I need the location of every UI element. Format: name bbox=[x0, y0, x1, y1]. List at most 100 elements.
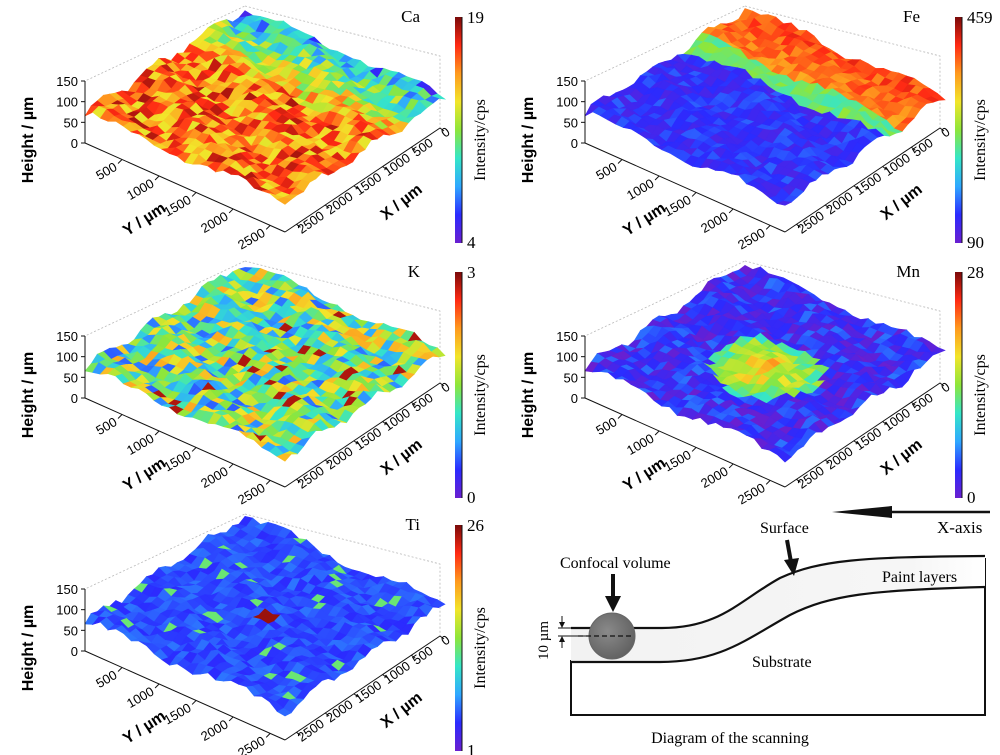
x-axis-label: X / µm bbox=[878, 181, 926, 224]
y-tick-label: 2000 bbox=[198, 209, 231, 236]
x-axis-line bbox=[284, 635, 441, 741]
y-tick-label: 2500 bbox=[235, 480, 268, 507]
y-axis-label: Y / µm bbox=[620, 200, 669, 240]
y-tick bbox=[654, 430, 660, 436]
x-tick-label: 2000 bbox=[323, 697, 355, 726]
x-tick bbox=[382, 674, 387, 678]
y-axis-line bbox=[84, 397, 286, 488]
diagram-title: Diagram of the scanning bbox=[651, 730, 809, 747]
x-tick bbox=[853, 185, 859, 190]
x-tick-label: 2000 bbox=[823, 444, 855, 473]
x-tick-label: 2000 bbox=[823, 189, 855, 218]
height-tick-label: 100 bbox=[556, 95, 578, 110]
colorbar bbox=[955, 17, 962, 243]
x-axis-line bbox=[284, 382, 441, 488]
x-tick-label: 1000 bbox=[881, 405, 913, 434]
y-tick-label: 2000 bbox=[198, 717, 231, 744]
colorbar-min: 90 bbox=[967, 233, 984, 252]
height-axis-label: Height / µm bbox=[20, 352, 37, 439]
height-tick-label: 50 bbox=[64, 623, 78, 638]
colorbar-label: Intensity/cps bbox=[972, 354, 989, 436]
y-tick-label: 1000 bbox=[124, 431, 157, 458]
colorbar-min: 0 bbox=[467, 488, 476, 507]
y-tick bbox=[691, 192, 697, 197]
x-tick-label: 2500 bbox=[295, 208, 327, 237]
surface-label: Surface bbox=[760, 520, 809, 537]
y-tick bbox=[154, 430, 160, 436]
y-tick bbox=[654, 175, 660, 181]
y-tick bbox=[117, 159, 123, 164]
x-tick-label: 2500 bbox=[295, 463, 327, 492]
y-tick bbox=[265, 225, 271, 230]
x-tick bbox=[324, 712, 330, 717]
y-tick bbox=[191, 192, 197, 197]
y-tick-label: 2500 bbox=[735, 225, 768, 252]
colorbar-max: 459 bbox=[967, 8, 993, 27]
x-tick bbox=[296, 478, 301, 483]
x-tick bbox=[353, 693, 359, 698]
y-axis-label: Y / µm bbox=[120, 455, 169, 495]
height-tick-label: 100 bbox=[56, 95, 78, 110]
x-tick-label: 500 bbox=[909, 390, 935, 415]
y-axis-label: Y / µm bbox=[120, 200, 169, 240]
y-tick bbox=[228, 716, 234, 722]
paint-layer-fill bbox=[571, 556, 985, 662]
x-tick bbox=[296, 223, 301, 228]
height-tick-label: 150 bbox=[56, 74, 78, 89]
colorbar-label: Intensity/cps bbox=[972, 99, 989, 181]
x-tick-label: 1500 bbox=[352, 677, 384, 706]
x-tick bbox=[296, 731, 301, 736]
y-axis-line bbox=[84, 142, 286, 233]
y-tick bbox=[765, 480, 771, 485]
height-tick-label: 150 bbox=[56, 582, 78, 597]
surface-ca bbox=[84, 10, 447, 205]
y-tick bbox=[728, 208, 734, 214]
confocal-volume-label: Confocal volume bbox=[560, 555, 671, 572]
x-tick-label: 2500 bbox=[295, 716, 327, 745]
x-tick bbox=[410, 146, 416, 151]
surface-arrow-shaft bbox=[785, 539, 793, 563]
x-axis-arrow-head bbox=[832, 506, 892, 518]
x-tick bbox=[410, 654, 416, 659]
surface-line bbox=[571, 554, 986, 630]
x-tick-label: 1500 bbox=[352, 169, 384, 198]
x-tick-label: 1000 bbox=[381, 150, 413, 179]
y-axis-label: Y / µm bbox=[620, 455, 669, 495]
colorbar-max: 28 bbox=[967, 263, 984, 282]
y-tick-label: 2500 bbox=[235, 733, 268, 755]
height-tick-label: 0 bbox=[571, 391, 578, 406]
y-tick-label: 2000 bbox=[198, 464, 231, 491]
y-tick bbox=[691, 447, 697, 452]
y-axis-line bbox=[584, 397, 786, 488]
height-tick-label: 100 bbox=[56, 603, 78, 618]
y-tick-label: 1000 bbox=[624, 176, 657, 203]
confocal-arrow-head bbox=[605, 596, 621, 612]
height-tick-label: 150 bbox=[56, 329, 78, 344]
height-tick-label: 50 bbox=[564, 370, 578, 385]
x-tick-label: 1500 bbox=[852, 169, 884, 198]
y-tick-label: 500 bbox=[93, 667, 119, 691]
height-axis-label: Height / µm bbox=[20, 605, 37, 692]
height-axis-label: Height / µm bbox=[520, 352, 537, 439]
height-tick-label: 150 bbox=[556, 329, 578, 344]
y-tick bbox=[154, 683, 160, 689]
x-tick-label: 1000 bbox=[381, 658, 413, 687]
height-tick-label: 0 bbox=[71, 136, 78, 151]
surface-arrow-head bbox=[784, 558, 799, 576]
element-label: Mn bbox=[896, 262, 920, 281]
element-label: K bbox=[408, 262, 421, 281]
x-tick-label: 1000 bbox=[881, 150, 913, 179]
x-tick-label: 500 bbox=[909, 135, 935, 160]
x-axis-label: X / µm bbox=[878, 436, 926, 479]
colorbar-min: 0 bbox=[967, 488, 976, 507]
x-tick-label: 1500 bbox=[852, 424, 884, 453]
height-tick-label: 50 bbox=[564, 115, 578, 130]
height-tick-label: 50 bbox=[64, 115, 78, 130]
colorbar-label: Intensity/cps bbox=[472, 607, 489, 689]
height-tick-label: 0 bbox=[71, 644, 78, 659]
colorbar-min: 1 bbox=[467, 741, 476, 755]
x-tick-label: 2500 bbox=[795, 208, 827, 237]
y-tick bbox=[265, 733, 271, 738]
